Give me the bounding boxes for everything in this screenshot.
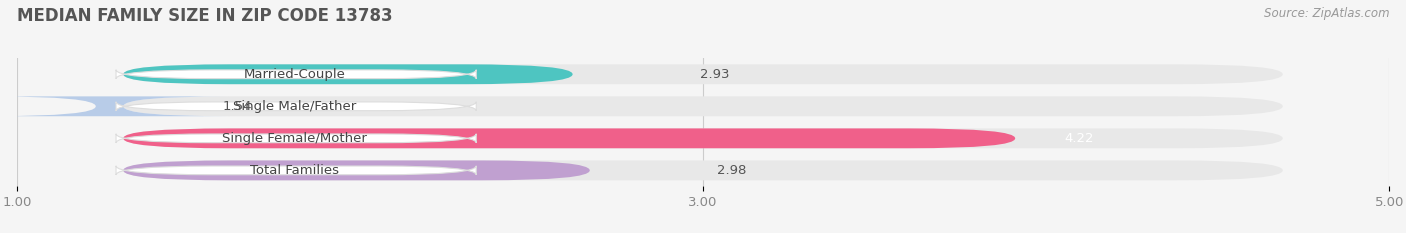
FancyBboxPatch shape <box>0 96 229 116</box>
FancyBboxPatch shape <box>117 134 477 143</box>
Text: 1.54: 1.54 <box>222 100 252 113</box>
Text: 2.93: 2.93 <box>700 68 730 81</box>
FancyBboxPatch shape <box>124 96 1282 116</box>
FancyBboxPatch shape <box>124 161 589 180</box>
Text: MEDIAN FAMILY SIZE IN ZIP CODE 13783: MEDIAN FAMILY SIZE IN ZIP CODE 13783 <box>17 7 392 25</box>
FancyBboxPatch shape <box>117 166 477 175</box>
Text: Single Male/Father: Single Male/Father <box>233 100 356 113</box>
FancyBboxPatch shape <box>124 128 1015 148</box>
FancyBboxPatch shape <box>124 64 572 84</box>
FancyBboxPatch shape <box>124 128 1282 148</box>
FancyBboxPatch shape <box>117 70 477 79</box>
FancyBboxPatch shape <box>124 161 1282 180</box>
Text: Single Female/Mother: Single Female/Mother <box>222 132 367 145</box>
Text: Married-Couple: Married-Couple <box>243 68 346 81</box>
Text: 4.22: 4.22 <box>1064 132 1094 145</box>
FancyBboxPatch shape <box>124 64 1282 84</box>
Text: Source: ZipAtlas.com: Source: ZipAtlas.com <box>1264 7 1389 20</box>
Text: Total Families: Total Families <box>250 164 339 177</box>
Text: 2.98: 2.98 <box>717 164 747 177</box>
FancyBboxPatch shape <box>117 102 477 111</box>
